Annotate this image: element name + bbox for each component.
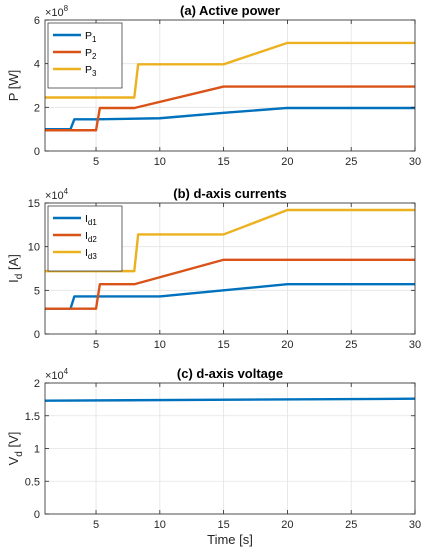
y-exponent-label: ×108: [45, 4, 69, 19]
y-tick-label: 10: [28, 242, 40, 254]
series-line-3: [45, 41, 415, 99]
y-tick-label: 4: [34, 59, 40, 71]
legend-label-2: Id2: [85, 230, 97, 244]
y-tick-label: 5: [34, 285, 40, 297]
series-line-2: [45, 85, 415, 132]
y-tick-label: 15: [28, 198, 40, 210]
x-tick-label: 5: [93, 519, 99, 531]
chart-title: (b) d-axis currents: [173, 186, 286, 201]
axes-box: [44, 202, 416, 335]
y-tick-label: 1.5: [25, 411, 40, 423]
x-tick-label: 25: [345, 339, 357, 351]
chart-title: (c) d-axis voltage: [177, 366, 283, 381]
chart-title: (a) Active power: [180, 3, 280, 18]
legend-label-1: P1: [85, 30, 97, 44]
x-tick-label: 15: [217, 339, 229, 351]
y-axis-label: Id [A]: [6, 254, 25, 283]
x-tick-label: 30: [409, 156, 421, 168]
x-tick-label: 10: [154, 156, 166, 168]
x-tick-label: 30: [409, 339, 421, 351]
series-line-1: [45, 283, 415, 310]
y-tick-label: 0: [34, 146, 40, 158]
y-axis-label: Vd [V]: [6, 432, 25, 466]
legend-label-3: Id3: [85, 247, 97, 261]
subplot-2: 5 10 15 20 25 30 0 5 10 15 ×104 (b) d-axis currents…: [6, 186, 421, 351]
y-tick-label: 2: [34, 102, 40, 114]
x-tick-label: 20: [281, 156, 293, 168]
x-tick-label: 25: [345, 156, 357, 168]
x-tick-label: 15: [217, 156, 229, 168]
x-tick-label: 30: [409, 519, 421, 531]
y-tick-label: 2: [34, 378, 40, 390]
subplot-1: 5 10 15 20 25 30 0 2 4 6 ×108 (a) Active power P [W]…: [6, 3, 421, 168]
x-tick-label: 5: [93, 156, 99, 168]
legend-label-2: P2: [85, 47, 97, 61]
subplot-3: 5 10 15 20 25 30 0 0.5 1 1.5 2 ×104 (c) d-axis volta…: [6, 366, 421, 547]
y-exponent-label: ×104: [45, 367, 69, 382]
series-line-1: [44, 397, 416, 402]
x-tick-label: 15: [217, 519, 229, 531]
series-line-2: [45, 258, 415, 310]
y-exponent-label: ×104: [45, 187, 69, 202]
y-tick-label: 0: [34, 329, 40, 341]
y-tick-label: 6: [34, 15, 40, 27]
x-tick-label: 20: [281, 339, 293, 351]
series-line-1: [45, 106, 415, 131]
y-axis-label: P [W]: [6, 70, 21, 102]
x-tick-label: 10: [154, 519, 166, 531]
y-tick-label: 0: [34, 509, 40, 521]
x-tick-label: 5: [93, 339, 99, 351]
legend-label-3: P3: [85, 64, 97, 78]
y-tick-label: 0.5: [25, 476, 40, 488]
x-tick-label: 25: [345, 519, 357, 531]
axes-box: [44, 19, 416, 152]
x-axis-label: Time [s]: [207, 532, 253, 547]
legend: Id1 Id2 Id3: [47, 205, 123, 272]
x-tick-label: 20: [281, 519, 293, 531]
x-tick-label: 10: [154, 339, 166, 351]
y-tick-label: 1: [34, 444, 40, 456]
legend: P1 P2 P3: [47, 22, 123, 89]
legend-label-1: Id1: [85, 213, 97, 227]
